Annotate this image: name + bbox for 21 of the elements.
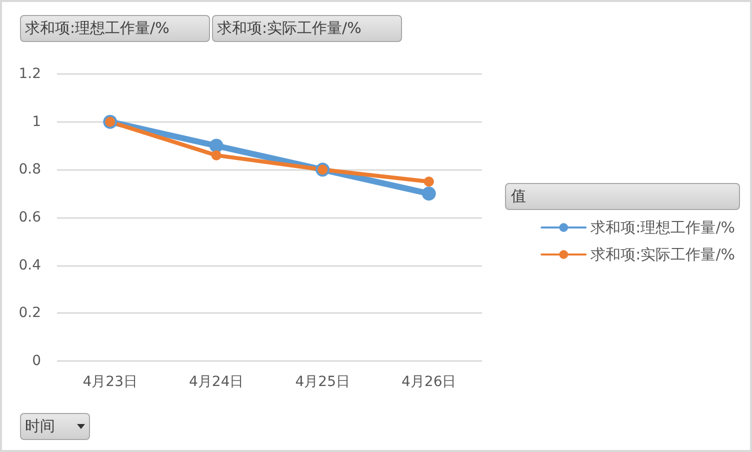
text: 求和项:实际工作量/% xyxy=(217,19,362,37)
y-tick-label: 0.2 xyxy=(18,305,41,322)
x-axis-title: 时间 xyxy=(25,416,55,437)
y-tick-label: 0.8 xyxy=(18,162,41,178)
point xyxy=(211,150,222,160)
x-tick-label: 4月26日 xyxy=(402,374,456,390)
y-tick-label: 1.2 xyxy=(18,66,41,82)
point xyxy=(424,176,434,187)
y-tick-label: 0.4 xyxy=(18,257,42,274)
x-tick-label: 4月24日 xyxy=(189,374,244,390)
point xyxy=(209,138,224,153)
legend-label: 求和项:实际工作量/% xyxy=(590,246,736,264)
legend-title: 值 xyxy=(505,183,740,210)
x-tick-label: 4月25日 xyxy=(295,374,350,390)
y-tick-label: 1 xyxy=(32,114,41,130)
point xyxy=(422,186,436,201)
y-tick-label: 0 xyxy=(32,353,41,369)
y-tick-label: 0.6 xyxy=(18,210,42,226)
x-tick-label: 4月23日 xyxy=(82,374,138,390)
legend-label: 求和项:理想工作量/% xyxy=(590,218,736,236)
text: 求和项:理想工作量/% xyxy=(25,19,170,37)
